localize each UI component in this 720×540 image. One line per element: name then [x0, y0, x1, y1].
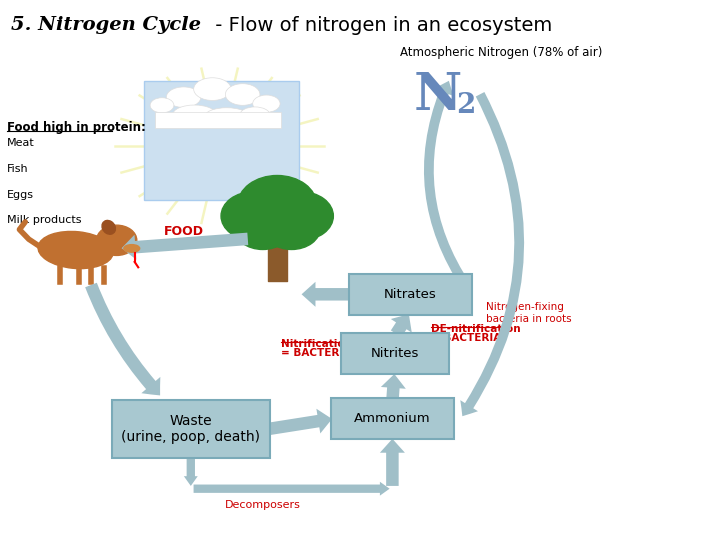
Text: = BACTERIA: = BACTERIA	[431, 333, 501, 343]
Ellipse shape	[124, 245, 140, 252]
FancyBboxPatch shape	[144, 81, 299, 200]
Text: Nitrites: Nitrites	[370, 347, 419, 360]
Text: FOOD: FOOD	[163, 225, 204, 238]
Text: 5. Nitrogen Cycle: 5. Nitrogen Cycle	[11, 16, 201, 34]
Text: Decomposers: Decomposers	[225, 500, 301, 510]
Text: Atmospheric Nitrogen (78% of air): Atmospheric Nitrogen (78% of air)	[400, 46, 602, 59]
FancyBboxPatch shape	[331, 399, 454, 438]
Text: Milk products: Milk products	[7, 215, 81, 226]
Circle shape	[234, 206, 292, 249]
Text: Fish: Fish	[7, 164, 29, 174]
Circle shape	[221, 192, 286, 240]
Ellipse shape	[166, 87, 201, 107]
Text: 2: 2	[456, 92, 476, 119]
Circle shape	[269, 192, 333, 240]
Ellipse shape	[240, 107, 270, 123]
Ellipse shape	[150, 98, 174, 113]
FancyBboxPatch shape	[155, 112, 281, 128]
Ellipse shape	[253, 95, 280, 112]
Text: Nitrogen-fixing
bacteria in roots: Nitrogen-fixing bacteria in roots	[486, 302, 572, 324]
Text: Waste
(urine, poop, death): Waste (urine, poop, death)	[121, 414, 261, 444]
FancyBboxPatch shape	[112, 400, 270, 458]
Circle shape	[263, 206, 320, 249]
Ellipse shape	[204, 107, 249, 126]
Text: Ammonium: Ammonium	[354, 412, 431, 425]
Circle shape	[96, 225, 137, 255]
Ellipse shape	[173, 105, 216, 124]
Text: Meat: Meat	[7, 138, 35, 148]
Text: = BACTERIA: = BACTERIA	[281, 348, 351, 359]
Circle shape	[238, 176, 317, 235]
Ellipse shape	[38, 232, 113, 268]
Ellipse shape	[102, 220, 115, 234]
Text: Nitrification: Nitrification	[281, 339, 352, 349]
Text: Nitrates: Nitrates	[384, 288, 437, 301]
Ellipse shape	[194, 78, 231, 100]
Text: Food high in protein:: Food high in protein:	[7, 122, 146, 134]
Text: - Flow of nitrogen in an ecosystem: - Flow of nitrogen in an ecosystem	[209, 16, 552, 35]
FancyBboxPatch shape	[341, 333, 449, 374]
Text: DE-nitrification: DE-nitrification	[431, 324, 520, 334]
Text: Eggs: Eggs	[7, 190, 35, 200]
Text: N: N	[414, 70, 462, 121]
Ellipse shape	[225, 84, 260, 105]
FancyBboxPatch shape	[349, 274, 472, 314]
